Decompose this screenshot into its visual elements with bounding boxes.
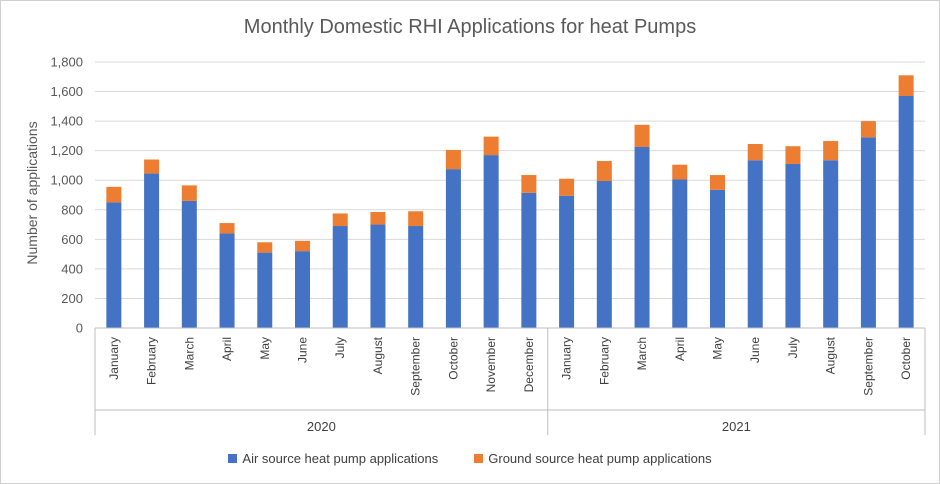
bar-air-source	[634, 146, 650, 328]
x-tick-label: December	[522, 337, 536, 392]
bar-ground-source	[106, 186, 122, 203]
bar-ground-source	[295, 240, 310, 252]
bar-air-source	[860, 137, 876, 328]
bar-air-source	[521, 192, 537, 328]
bar-ground-source	[219, 223, 235, 234]
x-tick-label: August	[824, 336, 838, 374]
bar-ground-source	[257, 242, 273, 253]
y-tick-label: 1,000	[50, 173, 83, 188]
x-tick-label: November	[484, 337, 498, 392]
bar-ground-source	[860, 121, 876, 138]
bar-ground-source	[898, 75, 914, 96]
bar-air-source	[106, 202, 122, 328]
bar-air-source	[785, 163, 801, 328]
x-tick-label: January	[560, 337, 574, 380]
legend-swatch-ground	[474, 454, 484, 463]
y-tick-label: 400	[61, 261, 83, 276]
x-tick-label: July	[333, 337, 347, 358]
x-tick-label: April	[220, 337, 234, 361]
x-tick-label: June	[748, 337, 762, 363]
x-tick-label: September	[409, 337, 423, 396]
legend-swatch-air	[228, 454, 238, 463]
bar-ground-source	[332, 213, 348, 227]
legend-item-air: Air source heat pump applications	[228, 451, 438, 466]
bar-air-source	[445, 169, 461, 328]
x-tick-label: May	[711, 337, 725, 360]
bar-ground-source	[559, 178, 575, 196]
group-label: 2021	[722, 419, 751, 434]
bar-ground-source	[483, 136, 499, 156]
bar-ground-source	[181, 185, 197, 201]
bar-ground-source	[710, 175, 725, 190]
bar-air-source	[559, 195, 575, 328]
bar-ground-source	[596, 161, 612, 181]
bar-ground-source	[370, 211, 386, 225]
x-tick-label: October	[446, 337, 460, 380]
y-tick-label: 1,600	[50, 84, 83, 99]
bar-ground-source	[785, 146, 801, 164]
x-tick-label: July	[786, 337, 800, 358]
bar-air-source	[332, 226, 348, 328]
bar-air-source	[257, 252, 273, 328]
bar-air-source	[219, 233, 235, 328]
x-tick-label: October	[899, 337, 913, 380]
bar-air-source	[144, 173, 160, 328]
legend: Air source heat pump applications Ground…	[0, 451, 940, 466]
legend-label-ground: Ground source heat pump applications	[488, 451, 712, 466]
x-tick-label: August	[371, 336, 385, 374]
x-tick-label: September	[861, 337, 875, 396]
bar-air-source	[483, 155, 499, 328]
x-tick-label: March	[182, 337, 196, 370]
bar-ground-source	[823, 141, 839, 161]
chart-title: Monthly Domestic RHI Applications for he…	[243, 16, 697, 38]
bar-air-source	[747, 160, 763, 328]
bar-air-source	[710, 189, 725, 328]
x-tick-label: June	[296, 337, 310, 363]
group-label: 2020	[307, 419, 336, 434]
y-tick-label: 1,400	[50, 114, 83, 129]
legend-item-ground: Ground source heat pump applications	[474, 451, 712, 466]
x-tick-label: March	[635, 337, 649, 370]
bar-ground-source	[144, 159, 160, 174]
x-tick-label: April	[673, 337, 687, 361]
y-tick-label: 800	[61, 202, 83, 217]
bar-air-source	[295, 251, 310, 328]
bar-ground-source	[445, 149, 461, 170]
y-tick-label: 0	[76, 321, 83, 336]
bar-ground-source	[672, 164, 688, 180]
y-tick-label: 600	[61, 232, 83, 247]
bar-air-source	[596, 180, 612, 328]
bar-air-source	[672, 179, 688, 328]
y-tick-label: 200	[61, 291, 83, 306]
bar-ground-source	[747, 144, 763, 161]
bar-air-source	[823, 160, 839, 328]
y-tick-label: 1,200	[50, 143, 83, 158]
bar-air-source	[181, 200, 197, 328]
y-tick-label: 1,800	[50, 55, 83, 70]
bar-ground-source	[521, 175, 537, 193]
x-tick-label: February	[145, 337, 159, 385]
x-tick-label: May	[258, 337, 272, 360]
bar-air-source	[408, 226, 424, 328]
x-tick-label: January	[107, 337, 121, 380]
bar-air-source	[370, 224, 386, 328]
bar-air-source	[898, 95, 914, 328]
bar-ground-source	[634, 124, 650, 147]
x-tick-label: February	[597, 337, 611, 385]
bar-ground-source	[408, 211, 424, 227]
legend-label-air: Air source heat pump applications	[242, 451, 439, 466]
